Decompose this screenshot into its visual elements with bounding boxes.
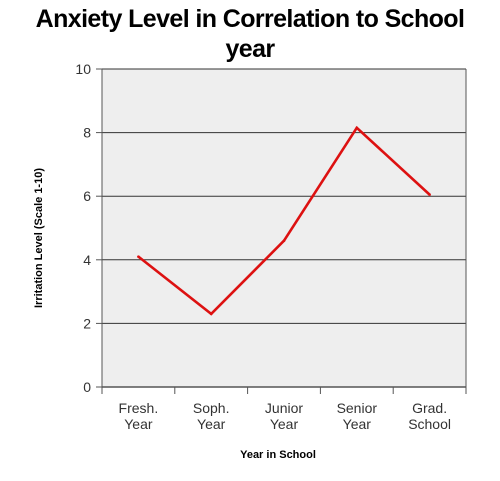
x-tick-label: Grad. School — [408, 400, 451, 432]
y-axis-title: Irritation Level (Scale 1-10) — [33, 168, 45, 308]
x-tick-label: Senior Year — [337, 400, 378, 432]
data-point — [209, 312, 213, 316]
data-point — [428, 193, 431, 196]
x-tick-label: Fresh. Year — [119, 400, 159, 432]
y-tick-label: 10 — [75, 61, 91, 77]
y-tick-label: 6 — [83, 188, 91, 204]
data-point — [137, 255, 140, 258]
data-point — [282, 239, 286, 243]
y-tick-label: 0 — [83, 379, 91, 395]
axes — [101, 69, 467, 388]
x-tick-label: Soph. Year — [193, 400, 230, 432]
x-axis-title: Year in School — [240, 449, 316, 461]
plot-area — [102, 69, 466, 387]
series-layer — [137, 125, 431, 316]
x-tick-labels: Fresh. Year Soph. Year Junior Year Senior Year G… — [101, 387, 467, 432]
data-point — [355, 126, 359, 130]
x-tick-label: Junior Year — [265, 400, 303, 432]
y-tick-label: 2 — [83, 315, 91, 331]
y-tick-labels: 0 2 4 6 8 10 — [75, 61, 102, 395]
chart-title: Anxiety Level in Correlation to School y… — [35, 5, 465, 63]
y-tick-label: 8 — [83, 125, 91, 141]
y-tick-label: 4 — [83, 252, 91, 268]
